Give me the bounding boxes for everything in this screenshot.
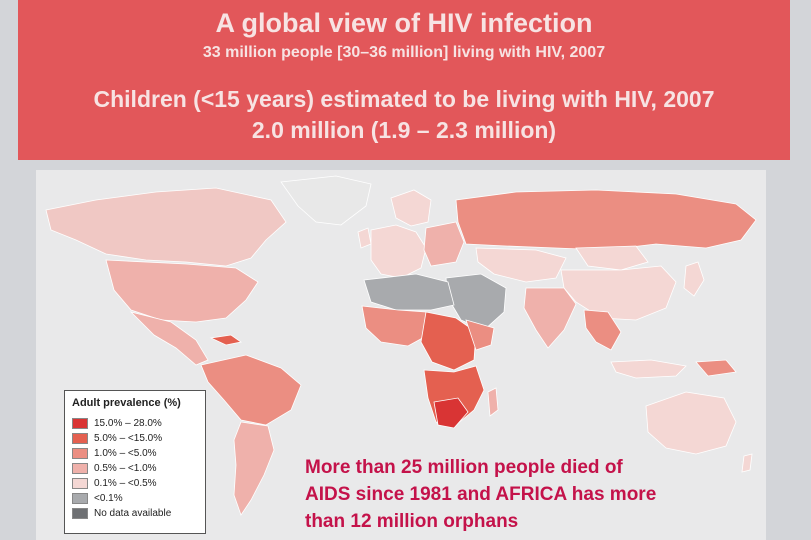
legend-label: 1.0% – <5.0% [94, 447, 157, 459]
children-heading: Children (<15 years) estimated to be liv… [93, 86, 715, 112]
legend-item: 1.0% – <5.0% [72, 447, 157, 459]
region-south-america-south [233, 421, 275, 516]
region-south-america-north [200, 354, 302, 426]
legend-swatch [72, 507, 88, 519]
legend-label: 15.0% – 28.0% [94, 417, 162, 429]
region-greenland [280, 175, 372, 226]
region-north-africa [363, 273, 455, 311]
legend-swatch [72, 447, 88, 459]
region-mexico [129, 311, 209, 366]
region-madagascar [487, 387, 499, 417]
region-new-zealand [741, 453, 753, 473]
region-caribbean [209, 334, 242, 346]
region-se-asia [583, 309, 622, 351]
region-horn-africa [465, 319, 495, 351]
region-south-africa-core [433, 397, 469, 429]
legend-title: Adult prevalence (%) [72, 397, 181, 409]
region-central-asia [475, 247, 567, 283]
region-central-africa [420, 311, 477, 371]
legend-label: No data available [94, 507, 172, 519]
note-line-2: AIDS since 1981 and AFRICA has more [305, 484, 657, 505]
region-india [523, 287, 577, 349]
legend-label: 5.0% – <15.0% [94, 432, 163, 444]
title-banner: A global view of HIV infection 33 millio… [18, 0, 790, 160]
legend-swatch [72, 477, 88, 489]
region-west-africa [361, 305, 429, 347]
note-line-3: than 12 million orphans [305, 511, 519, 532]
region-mongolia [575, 245, 649, 271]
legend-swatch [72, 432, 88, 444]
region-png [695, 359, 737, 377]
legend-swatch [72, 462, 88, 474]
legend-item: 5.0% – <15.0% [72, 432, 162, 444]
region-japan [683, 261, 705, 297]
region-china [560, 265, 677, 321]
legend-swatch [72, 492, 88, 504]
legend-box: Adult prevalence (%) 15.0% – 28.0% 5.0% … [64, 390, 206, 534]
slide-subtitle: 33 million people [30–36 million] living… [202, 44, 606, 61]
legend-label: 0.1% – <0.5% [94, 477, 157, 489]
legend-item: 0.1% – <0.5% [72, 477, 157, 489]
region-russia [455, 189, 757, 251]
region-indonesia [610, 359, 687, 379]
legend-item: No data available [72, 507, 171, 519]
region-uk [357, 227, 372, 249]
legend-label: 0.5% – <1.0% [94, 462, 157, 474]
note-line-1: More than 25 million people died of [305, 457, 623, 478]
children-count: 2.0 million (1.9 – 2.3 million) [251, 117, 557, 143]
legend-item: <0.1% [72, 492, 123, 504]
aids-note: More than 25 million people died of AIDS… [305, 454, 785, 535]
region-australia [645, 391, 737, 455]
legend-swatch [72, 417, 88, 429]
region-scandinavia [390, 189, 432, 227]
region-europe-east [423, 221, 465, 267]
region-usa [105, 259, 259, 323]
region-canada [45, 187, 287, 267]
legend-item: 15.0% – 28.0% [72, 417, 162, 429]
legend-item: 0.5% – <1.0% [72, 462, 157, 474]
region-europe-west [370, 224, 427, 279]
legend-label: <0.1% [94, 492, 123, 504]
slide-title: A global view of HIV infection [215, 8, 593, 38]
world-map-svg [45, 175, 757, 516]
